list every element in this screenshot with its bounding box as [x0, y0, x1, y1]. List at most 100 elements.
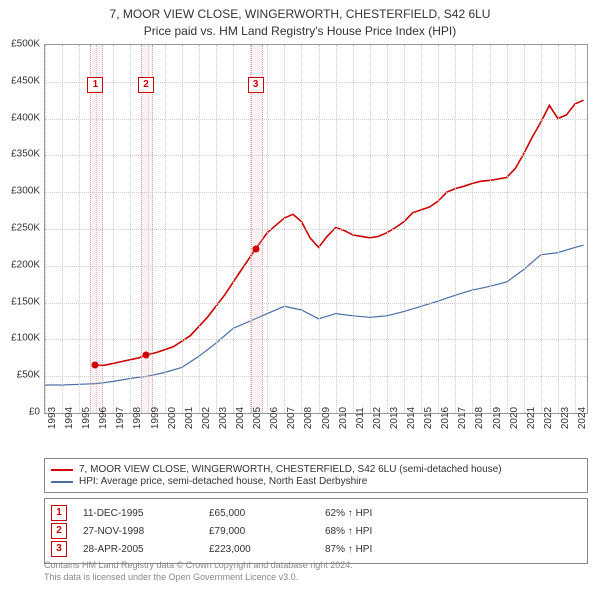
transaction-row: 3 28-APR-2005 £223,000 87% ↑ HPI — [51, 541, 581, 557]
x-tick-label: 2017 — [457, 407, 468, 429]
transaction-price: £65,000 — [209, 508, 319, 519]
gridline-v — [575, 45, 576, 413]
x-tick-label: 1994 — [64, 407, 75, 429]
transaction-price: £223,000 — [209, 544, 319, 555]
x-tick-label: 2018 — [474, 407, 485, 429]
transaction-delta: 62% ↑ HPI — [325, 508, 435, 519]
marker-number: 1 — [87, 77, 103, 93]
x-tick-label: 2008 — [303, 407, 314, 429]
gridline-v — [370, 45, 371, 413]
x-tick-label: 2010 — [338, 407, 349, 429]
attr-line-1: Contains HM Land Registry data © Crown c… — [44, 560, 588, 572]
y-tick-label: £350K — [0, 149, 40, 160]
y-tick-label: £50K — [0, 370, 40, 381]
transaction-date: 28-APR-2005 — [83, 544, 203, 555]
y-tick-label: £400K — [0, 112, 40, 123]
x-tick-label: 1993 — [47, 407, 58, 429]
x-tick-label: 2009 — [321, 407, 332, 429]
transaction-number: 2 — [51, 523, 67, 539]
x-tick-label: 2015 — [423, 407, 434, 429]
gridline-v — [558, 45, 559, 413]
x-tick-label: 2011 — [355, 407, 366, 429]
legend-label: HPI: Average price, semi-detached house,… — [79, 476, 367, 487]
transaction-delta: 87% ↑ HPI — [325, 544, 435, 555]
gridline-v — [455, 45, 456, 413]
marker-number: 3 — [248, 77, 264, 93]
marker-number: 2 — [138, 77, 154, 93]
x-tick-label: 2013 — [389, 407, 400, 429]
gridline-v — [353, 45, 354, 413]
x-tick-label: 2002 — [201, 407, 212, 429]
transaction-date: 11-DEC-1995 — [83, 508, 203, 519]
transaction-number: 3 — [51, 541, 67, 557]
gridline-v — [524, 45, 525, 413]
chart-title: 7, MOOR VIEW CLOSE, WINGERWORTH, CHESTER… — [0, 0, 600, 40]
sale-dot — [92, 362, 99, 369]
gridline-v — [319, 45, 320, 413]
y-tick-label: £450K — [0, 75, 40, 86]
gridline-v — [507, 45, 508, 413]
gridline-v — [199, 45, 200, 413]
attr-line-2: This data is licensed under the Open Gov… — [44, 572, 588, 584]
x-tick-label: 1998 — [132, 407, 143, 429]
x-tick-label: 2019 — [492, 407, 503, 429]
x-tick-label: 2022 — [543, 407, 554, 429]
x-tick-label: 2021 — [526, 407, 537, 429]
sale-dot — [143, 351, 150, 358]
transaction-row: 227-NOV-1998£79,00068% ↑ HPI — [51, 523, 581, 539]
y-tick-label: £300K — [0, 186, 40, 197]
x-tick-label: 2023 — [560, 407, 571, 429]
chart-container: 7, MOOR VIEW CLOSE, WINGERWORTH, CHESTER… — [0, 0, 600, 590]
gridline-v — [62, 45, 63, 413]
y-tick-label: £200K — [0, 259, 40, 270]
gridline-v — [490, 45, 491, 413]
x-tick-label: 2024 — [577, 407, 588, 429]
sale-dot — [252, 245, 259, 252]
x-tick-label: 1999 — [150, 407, 161, 429]
marker-band — [90, 45, 102, 413]
transaction-delta: 68% ↑ HPI — [325, 526, 435, 537]
legend-panel: 7, MOOR VIEW CLOSE, WINGERWORTH, CHESTER… — [44, 458, 588, 493]
title-line-2: Price paid vs. HM Land Registry's House … — [0, 23, 600, 40]
series-line — [95, 100, 583, 365]
gridline-v — [267, 45, 268, 413]
gridline-v — [541, 45, 542, 413]
y-tick-label: £500K — [0, 39, 40, 50]
legend-row: HPI: Average price, semi-detached house,… — [51, 476, 581, 487]
gridline-v — [387, 45, 388, 413]
x-tick-label: 2003 — [218, 407, 229, 429]
x-tick-label: 1997 — [115, 407, 126, 429]
transaction-row: 111-DEC-1995£65,00062% ↑ HPI — [51, 505, 581, 521]
x-tick-label: 2004 — [235, 407, 246, 429]
gridline-v — [301, 45, 302, 413]
gridline-v — [336, 45, 337, 413]
gridline-v — [472, 45, 473, 413]
transaction-date: 27-NOV-1998 — [83, 526, 203, 537]
x-tick-label: 2001 — [184, 407, 195, 429]
x-tick-label: 2012 — [372, 407, 383, 429]
gridline-v — [216, 45, 217, 413]
gridline-v — [45, 45, 46, 413]
x-tick-label: 2006 — [269, 407, 280, 429]
gridline-v — [130, 45, 131, 413]
gridline-v — [165, 45, 166, 413]
gridline-v — [438, 45, 439, 413]
x-tick-label: 2016 — [440, 407, 451, 429]
gridline-v — [182, 45, 183, 413]
x-tick-label: 1995 — [81, 407, 92, 429]
x-tick-label: 1996 — [98, 407, 109, 429]
gridline-v — [404, 45, 405, 413]
x-tick-label: 2000 — [167, 407, 178, 429]
plot-area: 1 2 3 — [44, 44, 588, 414]
x-tick-label: 2020 — [509, 407, 520, 429]
gridline-v — [113, 45, 114, 413]
legend-row: 7, MOOR VIEW CLOSE, WINGERWORTH, CHESTER… — [51, 464, 581, 475]
legend-swatch — [51, 481, 73, 483]
marker-band — [251, 45, 263, 413]
gridline-v — [421, 45, 422, 413]
legend-swatch — [51, 469, 73, 471]
legend-label: 7, MOOR VIEW CLOSE, WINGERWORTH, CHESTER… — [79, 464, 502, 475]
y-tick-label: £150K — [0, 296, 40, 307]
y-tick-label: £250K — [0, 223, 40, 234]
y-tick-label: £0 — [0, 407, 40, 418]
